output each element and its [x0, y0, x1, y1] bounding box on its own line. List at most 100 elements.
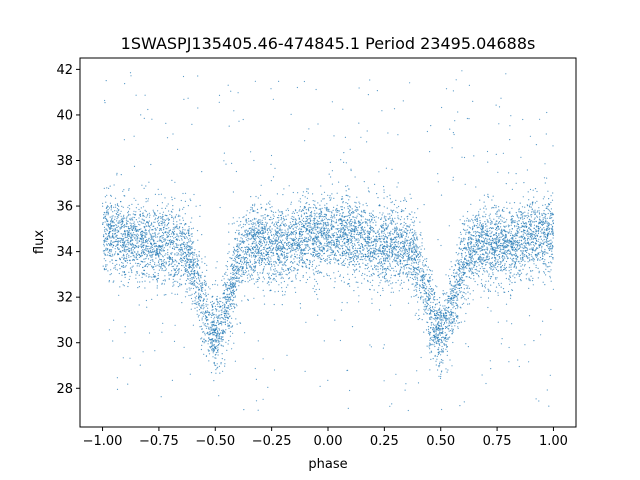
data-point [348, 215, 350, 217]
data-point [179, 208, 181, 210]
data-point [295, 278, 297, 280]
data-point [392, 282, 394, 284]
data-point [481, 285, 483, 287]
data-point [111, 222, 113, 224]
data-point [229, 278, 231, 281]
data-point [168, 255, 170, 257]
data-point [137, 281, 139, 283]
data-point [160, 217, 162, 219]
data-point [116, 259, 118, 262]
data-point [426, 345, 428, 347]
data-point [547, 266, 549, 268]
data-point [337, 244, 339, 246]
data-point [106, 206, 108, 208]
data-point [330, 218, 332, 221]
data-point [138, 265, 140, 267]
data-point [370, 237, 372, 239]
data-point [482, 244, 484, 246]
data-point [407, 409, 409, 412]
data-point [184, 237, 186, 240]
data-point [280, 260, 282, 262]
data-point [227, 323, 229, 325]
data-point [323, 275, 325, 277]
data-point [467, 244, 469, 246]
data-point [490, 219, 492, 221]
data-point [106, 223, 108, 225]
data-point [194, 276, 197, 278]
data-point [516, 260, 518, 262]
data-point [267, 228, 269, 230]
data-point [469, 227, 471, 229]
data-point [407, 302, 410, 304]
data-point [150, 247, 152, 249]
data-point [482, 273, 484, 275]
data-point [286, 252, 288, 254]
data-point [543, 238, 545, 241]
data-point [217, 366, 219, 368]
data-point [268, 281, 270, 283]
data-point [114, 264, 116, 267]
data-point [321, 218, 323, 220]
data-point [384, 274, 386, 276]
data-point [253, 234, 255, 236]
data-point [360, 237, 362, 239]
data-point [541, 254, 544, 256]
data-point [549, 242, 552, 244]
data-point [335, 211, 337, 213]
data-point [526, 229, 529, 231]
data-point [491, 222, 493, 224]
data-point [108, 249, 111, 251]
data-point [354, 252, 356, 254]
data-point [151, 118, 153, 120]
data-point [435, 331, 437, 333]
data-point [226, 289, 228, 291]
data-point [368, 242, 371, 244]
data-point [292, 218, 294, 220]
data-point [241, 273, 243, 275]
data-point [154, 263, 156, 266]
data-point [121, 217, 123, 219]
data-point [505, 221, 507, 223]
data-point [406, 267, 408, 269]
data-point [543, 236, 545, 238]
data-point [138, 256, 140, 258]
data-point [429, 308, 432, 310]
data-point [418, 256, 420, 259]
data-point [171, 235, 173, 238]
data-point [271, 218, 273, 220]
data-point [173, 284, 175, 286]
data-point [231, 265, 233, 267]
data-point [417, 279, 419, 281]
data-point [286, 254, 288, 256]
data-point [429, 369, 431, 371]
data-point [359, 233, 361, 235]
data-point [287, 209, 290, 212]
data-point [389, 304, 392, 306]
data-point [499, 238, 501, 240]
data-point [186, 274, 188, 276]
data-point [451, 314, 453, 316]
data-point [357, 255, 359, 257]
data-point [148, 332, 151, 334]
data-point [257, 220, 259, 222]
data-point [518, 236, 520, 238]
data-point [364, 273, 366, 275]
data-point [353, 271, 356, 273]
data-point [512, 215, 514, 218]
data-point [180, 233, 183, 235]
data-point [534, 213, 536, 216]
data-point [522, 253, 524, 255]
data-point [438, 347, 440, 349]
data-point [367, 225, 369, 227]
data-point [242, 216, 244, 219]
data-point [201, 312, 203, 314]
data-point [550, 224, 553, 226]
data-point [193, 254, 195, 256]
data-point [404, 252, 406, 254]
data-point [496, 250, 498, 252]
data-point [466, 264, 468, 266]
data-point [125, 260, 127, 262]
data-point [286, 235, 288, 237]
data-point [289, 244, 291, 247]
data-point [439, 361, 441, 363]
